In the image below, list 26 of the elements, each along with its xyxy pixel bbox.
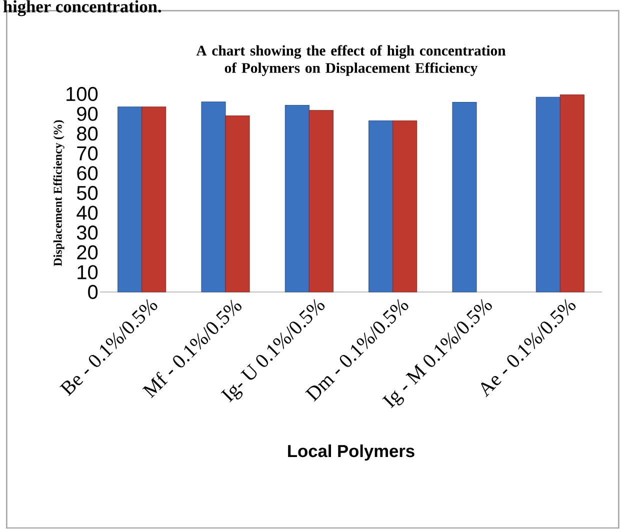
bar [118, 106, 142, 292]
bar [201, 102, 226, 292]
y-tick-label: 10 [78, 265, 98, 280]
y-tick-label: 80 [77, 126, 98, 141]
bar [142, 106, 166, 292]
y-tick-label: 20 [77, 245, 98, 260]
bar [452, 102, 477, 292]
chart-title: A chart showing the effect of high concentration of Polymers on Displacement Efficiency [196, 45, 506, 76]
x-axis-title: Local Polymers [288, 444, 414, 461]
text: higher concentration. [3, 0, 162, 16]
y-axis-title: Displacement Efficiency (%) [53, 120, 64, 266]
y-tick-label: 50 [76, 186, 98, 200]
bar [225, 116, 250, 292]
bar [368, 120, 394, 292]
bar [392, 120, 418, 292]
y-tick-label: 70 [77, 146, 98, 161]
y-tick-label: 100 [66, 87, 98, 102]
bar [536, 97, 560, 292]
y-tick-label: 30 [76, 226, 98, 240]
bar [308, 110, 334, 292]
y-tick-label: 60 [77, 166, 98, 180]
y-tick-label: 0 [88, 285, 98, 300]
y-tick-label: 40 [76, 206, 98, 220]
y-tick-label: 90 [77, 106, 98, 122]
bar [284, 105, 310, 292]
bar [560, 94, 584, 292]
